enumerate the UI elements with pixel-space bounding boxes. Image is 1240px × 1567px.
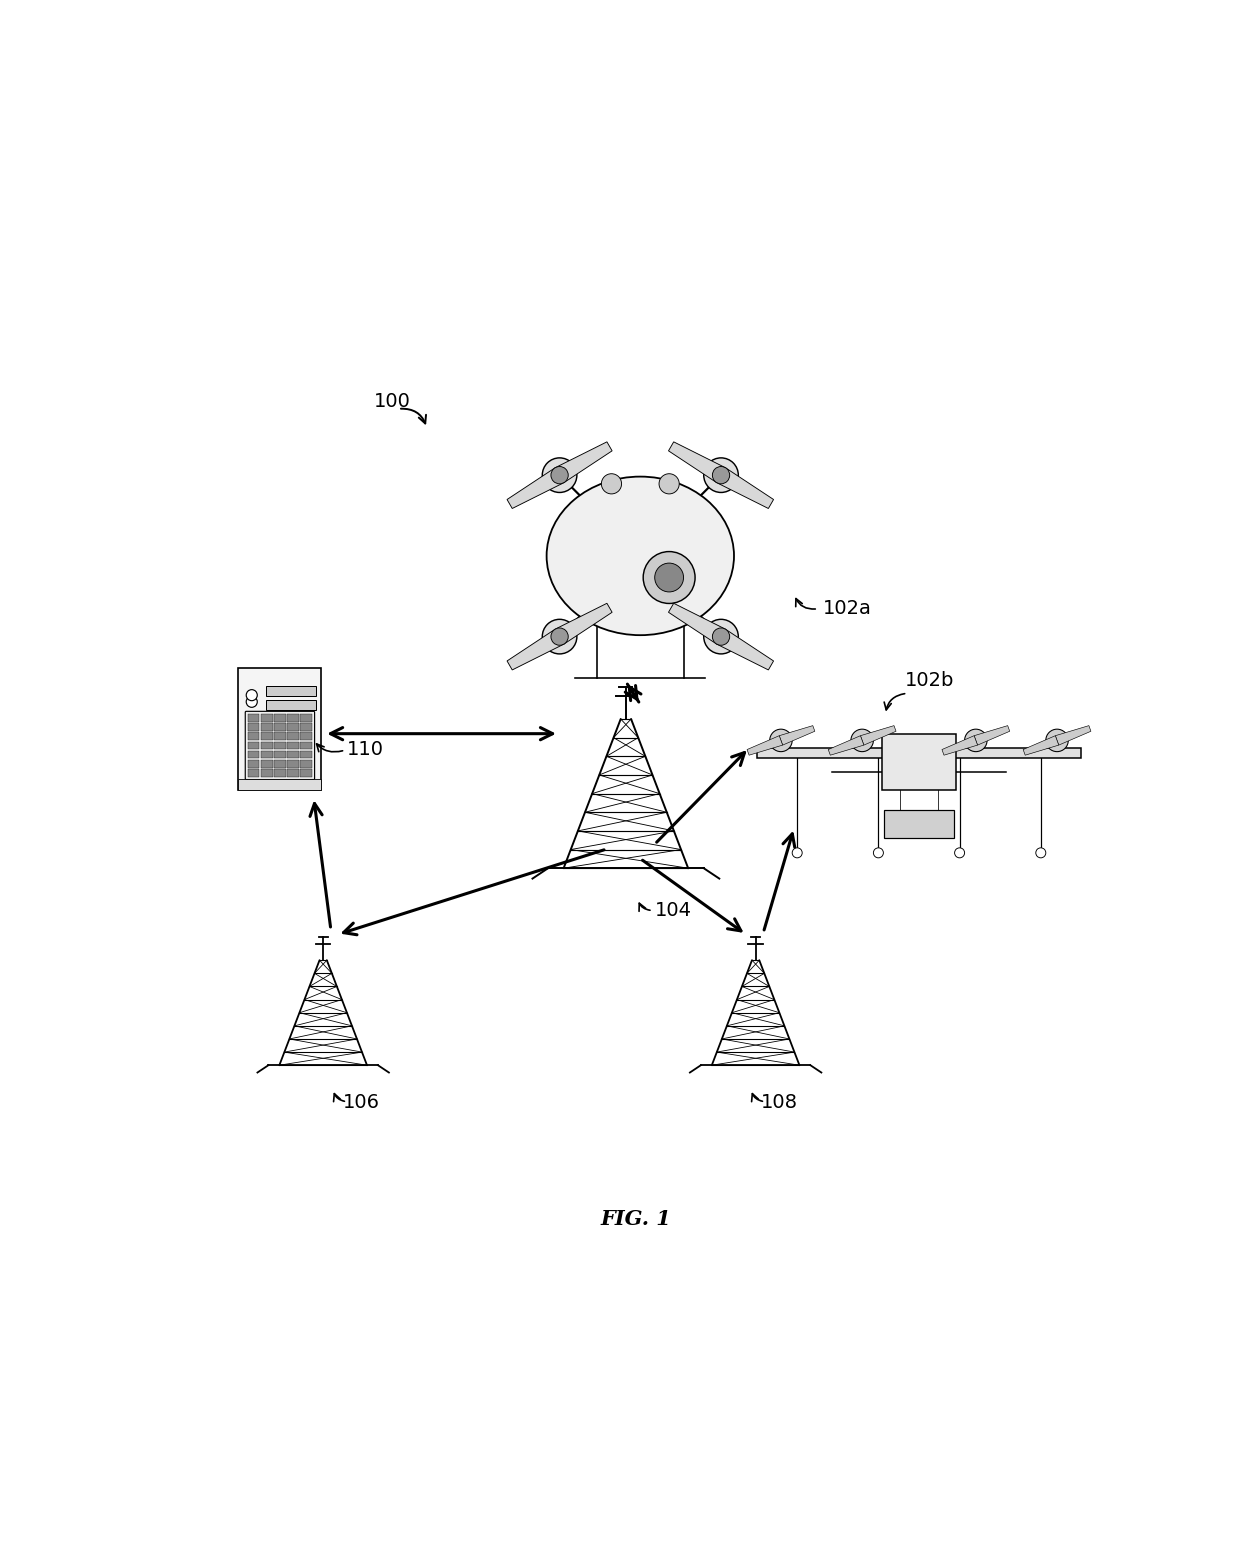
Bar	[262, 715, 273, 721]
Polygon shape	[668, 603, 725, 644]
Bar	[288, 732, 299, 740]
Circle shape	[792, 848, 802, 857]
Bar	[238, 668, 321, 790]
Ellipse shape	[1045, 729, 1069, 752]
Polygon shape	[779, 726, 815, 744]
Text: 102b: 102b	[905, 671, 954, 689]
Bar	[300, 741, 312, 749]
Circle shape	[955, 848, 965, 857]
Text: 104: 104	[655, 901, 692, 920]
Bar	[262, 760, 273, 768]
Text: 106: 106	[342, 1094, 379, 1113]
Circle shape	[601, 473, 621, 494]
Polygon shape	[556, 442, 613, 483]
Bar	[274, 769, 285, 777]
Ellipse shape	[770, 729, 792, 752]
Bar	[248, 724, 259, 730]
Bar	[288, 724, 299, 730]
Bar	[274, 760, 285, 768]
Polygon shape	[828, 735, 864, 755]
Bar	[300, 769, 312, 777]
Circle shape	[712, 467, 729, 484]
Bar	[274, 741, 285, 749]
Bar	[300, 715, 312, 721]
Bar	[274, 724, 285, 730]
Polygon shape	[507, 467, 564, 508]
Bar	[267, 700, 316, 710]
Ellipse shape	[547, 476, 734, 635]
Bar	[288, 715, 299, 721]
Bar	[248, 769, 259, 777]
Bar	[882, 735, 956, 790]
Circle shape	[704, 458, 738, 492]
Bar	[262, 741, 273, 749]
Bar	[262, 732, 273, 740]
Bar	[756, 747, 1081, 758]
Ellipse shape	[965, 729, 987, 752]
Circle shape	[658, 473, 680, 494]
Ellipse shape	[851, 729, 873, 752]
Text: 100: 100	[374, 392, 410, 411]
Polygon shape	[1023, 735, 1059, 755]
Polygon shape	[1055, 726, 1091, 744]
FancyBboxPatch shape	[246, 711, 315, 779]
Bar	[288, 760, 299, 768]
Polygon shape	[717, 628, 774, 671]
Bar	[262, 769, 273, 777]
Bar	[300, 760, 312, 768]
Circle shape	[644, 552, 696, 603]
Bar	[288, 751, 299, 758]
Polygon shape	[668, 442, 725, 483]
Polygon shape	[861, 726, 897, 744]
Circle shape	[247, 696, 257, 707]
Circle shape	[712, 628, 729, 646]
Polygon shape	[507, 628, 564, 671]
Polygon shape	[746, 735, 782, 755]
Circle shape	[655, 563, 683, 592]
Bar	[248, 741, 259, 749]
Bar	[300, 732, 312, 740]
Bar	[262, 751, 273, 758]
Polygon shape	[975, 726, 1009, 744]
Circle shape	[542, 458, 577, 492]
Circle shape	[247, 689, 257, 700]
Bar	[267, 686, 316, 696]
Polygon shape	[942, 735, 977, 755]
Text: 102a: 102a	[823, 599, 872, 617]
Bar	[274, 732, 285, 740]
Bar	[238, 779, 321, 790]
Circle shape	[873, 848, 883, 857]
Text: 108: 108	[760, 1094, 797, 1113]
Circle shape	[551, 628, 568, 646]
Bar	[300, 751, 312, 758]
Circle shape	[542, 619, 577, 653]
Circle shape	[704, 619, 738, 653]
Bar	[248, 715, 259, 721]
Bar	[300, 724, 312, 730]
Bar	[274, 751, 285, 758]
Bar	[274, 715, 285, 721]
Bar	[884, 810, 954, 838]
Bar	[288, 741, 299, 749]
Bar	[248, 751, 259, 758]
Text: 110: 110	[347, 740, 384, 758]
Circle shape	[551, 467, 568, 484]
Text: FIG. 1: FIG. 1	[600, 1210, 671, 1229]
Polygon shape	[717, 467, 774, 508]
Circle shape	[1035, 848, 1045, 857]
Bar	[248, 760, 259, 768]
Bar	[262, 724, 273, 730]
Bar	[248, 732, 259, 740]
Polygon shape	[556, 603, 613, 644]
Bar	[288, 769, 299, 777]
